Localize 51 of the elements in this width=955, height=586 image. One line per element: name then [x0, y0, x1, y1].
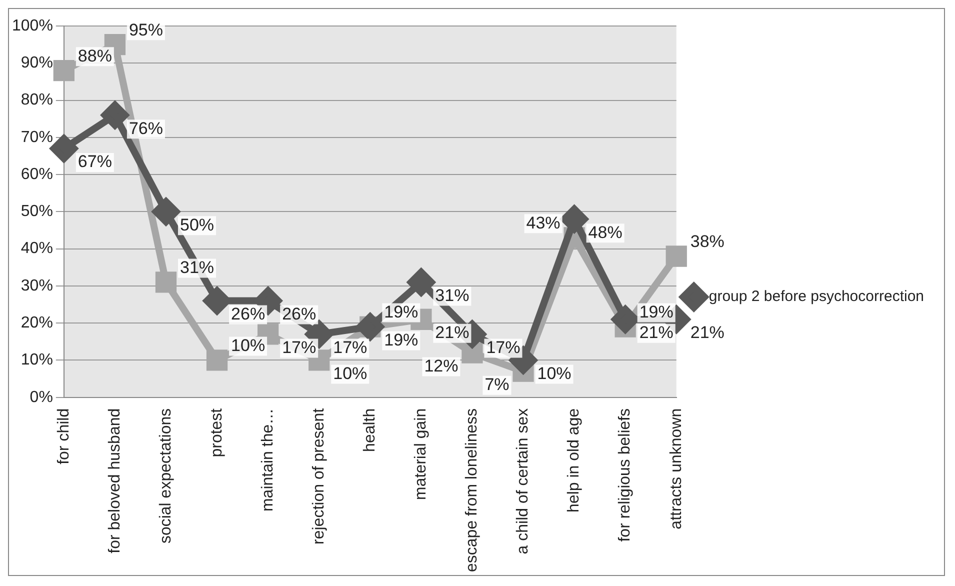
data-label: 21% — [435, 323, 470, 342]
x-tick-label: material gain — [412, 408, 430, 500]
data-label: 31% — [435, 286, 470, 305]
data-label: 50% — [180, 215, 214, 234]
x-tick-label: help in old age — [566, 408, 583, 512]
data-label: 43% — [526, 213, 560, 232]
y-tick-label: 60% — [20, 166, 53, 183]
data-label: 67% — [78, 152, 112, 172]
x-tick-label: for religious beliefs — [616, 408, 634, 542]
x-tick-label: maintain the… — [259, 408, 276, 512]
data-label: 88% — [78, 46, 112, 66]
legend-label: group 2 before psychocorrection — [708, 288, 924, 306]
data-label: 76% — [128, 118, 163, 138]
data-label: 17% — [282, 338, 316, 357]
y-tick-label: 100% — [12, 17, 53, 34]
data-label: 48% — [588, 222, 622, 242]
data-label: 19% — [639, 302, 674, 322]
data-label: 10% — [231, 336, 266, 355]
data-label: 7% — [484, 375, 510, 394]
y-tick-label: 70% — [20, 128, 53, 146]
data-label: 26% — [231, 304, 266, 324]
y-tick-label: 20% — [20, 314, 53, 332]
data-label: 31% — [180, 258, 214, 277]
x-tick-label: attracts unknown — [668, 408, 685, 530]
x-tick-label: for beloved husband — [106, 408, 124, 554]
data-label: 12% — [424, 356, 458, 376]
data-label: 17% — [333, 338, 368, 357]
x-tick-label: social expectations — [157, 408, 174, 544]
data-label: 17% — [486, 338, 520, 357]
x-tick-label: for child — [55, 408, 72, 464]
y-tick-label: 30% — [20, 277, 53, 294]
x-tick-label: a child of certain sex — [514, 408, 532, 554]
x-tick-label: health — [362, 408, 379, 452]
y-tick-label: 10% — [20, 352, 53, 369]
data-label: 95% — [128, 20, 163, 40]
y-tick-label: 80% — [20, 92, 53, 109]
x-tick-label: rejection of present — [310, 408, 328, 544]
x-tick-label: protest — [208, 408, 226, 458]
data-label: 21% — [690, 323, 724, 342]
data-label: 10% — [333, 364, 368, 383]
data-label: 38% — [690, 232, 724, 251]
y-tick-label: 50% — [20, 203, 53, 220]
data-label: 10% — [537, 364, 572, 383]
y-tick-label: 90% — [20, 54, 53, 72]
data-label: 21% — [639, 323, 674, 342]
data-label: 19% — [384, 302, 418, 322]
y-tick-label: 40% — [20, 240, 53, 258]
x-tick-label: escape from loneliness — [464, 408, 481, 572]
y-tick-label: 0% — [30, 388, 53, 406]
data-label: 26% — [282, 304, 316, 324]
data-label: 19% — [384, 330, 418, 350]
